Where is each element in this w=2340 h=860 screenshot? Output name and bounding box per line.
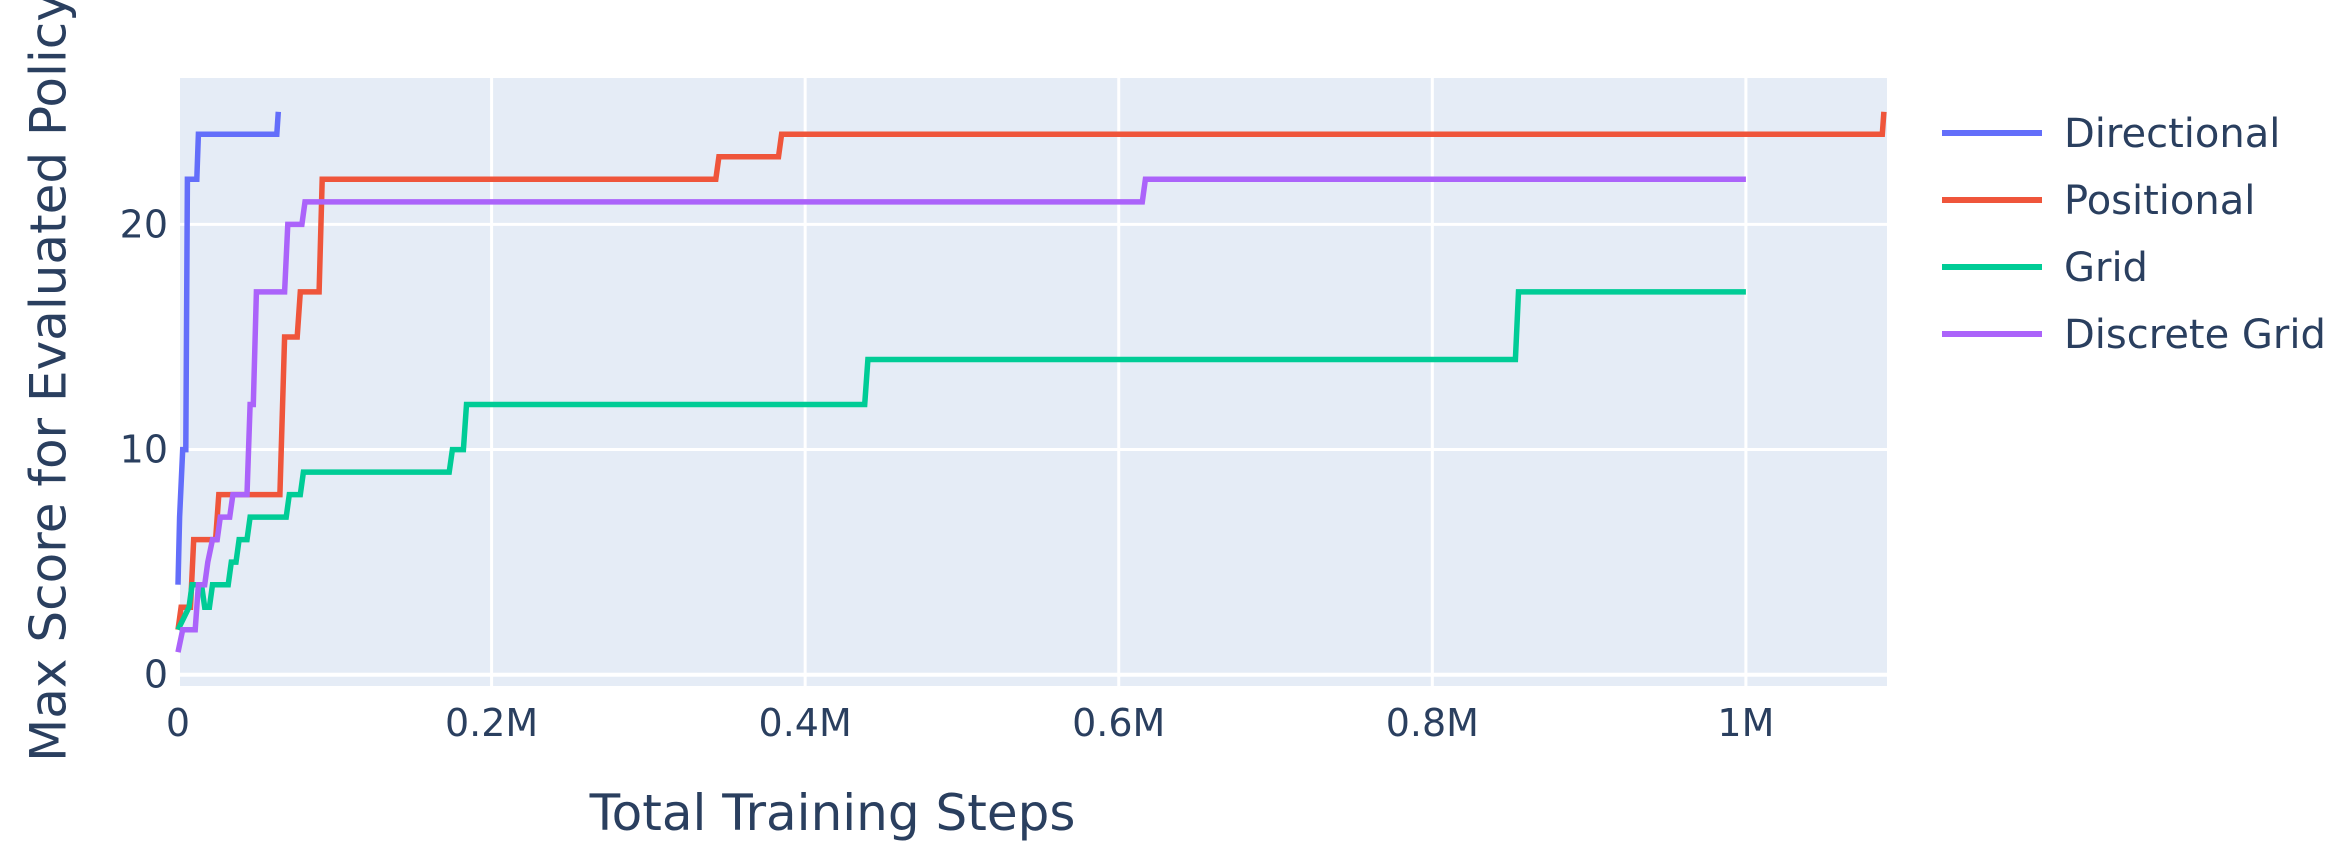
tick-labels: 0 0.2M 0.4M 0.6M 0.8M 1M 0 10 20 bbox=[120, 202, 1775, 745]
y-axis-title: Max Score for Evaluated Policy bbox=[20, 0, 78, 762]
series-lines bbox=[175, 111, 1887, 653]
series-line-grid bbox=[175, 289, 1746, 631]
x-tick-label: 0.2M bbox=[445, 701, 538, 745]
plot-background bbox=[178, 78, 1887, 686]
legend-label-positional: Positional bbox=[2064, 178, 2255, 224]
series-line-directional bbox=[175, 111, 282, 585]
x-tick-label: 0.6M bbox=[1072, 701, 1165, 745]
y-tick-label: 20 bbox=[120, 202, 168, 246]
series-line-discrete-grid bbox=[175, 176, 1746, 653]
y-tick-label: 10 bbox=[120, 428, 168, 472]
legend-label-directional: Directional bbox=[2064, 111, 2280, 157]
x-tick-label: 0 bbox=[166, 701, 190, 745]
series-line-positional bbox=[175, 111, 1887, 631]
x-tick-label: 0.8M bbox=[1386, 701, 1479, 745]
y-tick-label: 0 bbox=[144, 653, 168, 697]
x-tick-label: 0.4M bbox=[759, 701, 852, 745]
legend-label-grid: Grid bbox=[2064, 245, 2148, 291]
x-axis-title: Total Training Steps bbox=[589, 784, 1076, 842]
legend: Directional Positional Grid Discrete Grid bbox=[1942, 111, 2326, 358]
x-tick-label: 1M bbox=[1717, 701, 1774, 745]
legend-label-discrete-grid: Discrete Grid bbox=[2064, 312, 2326, 358]
